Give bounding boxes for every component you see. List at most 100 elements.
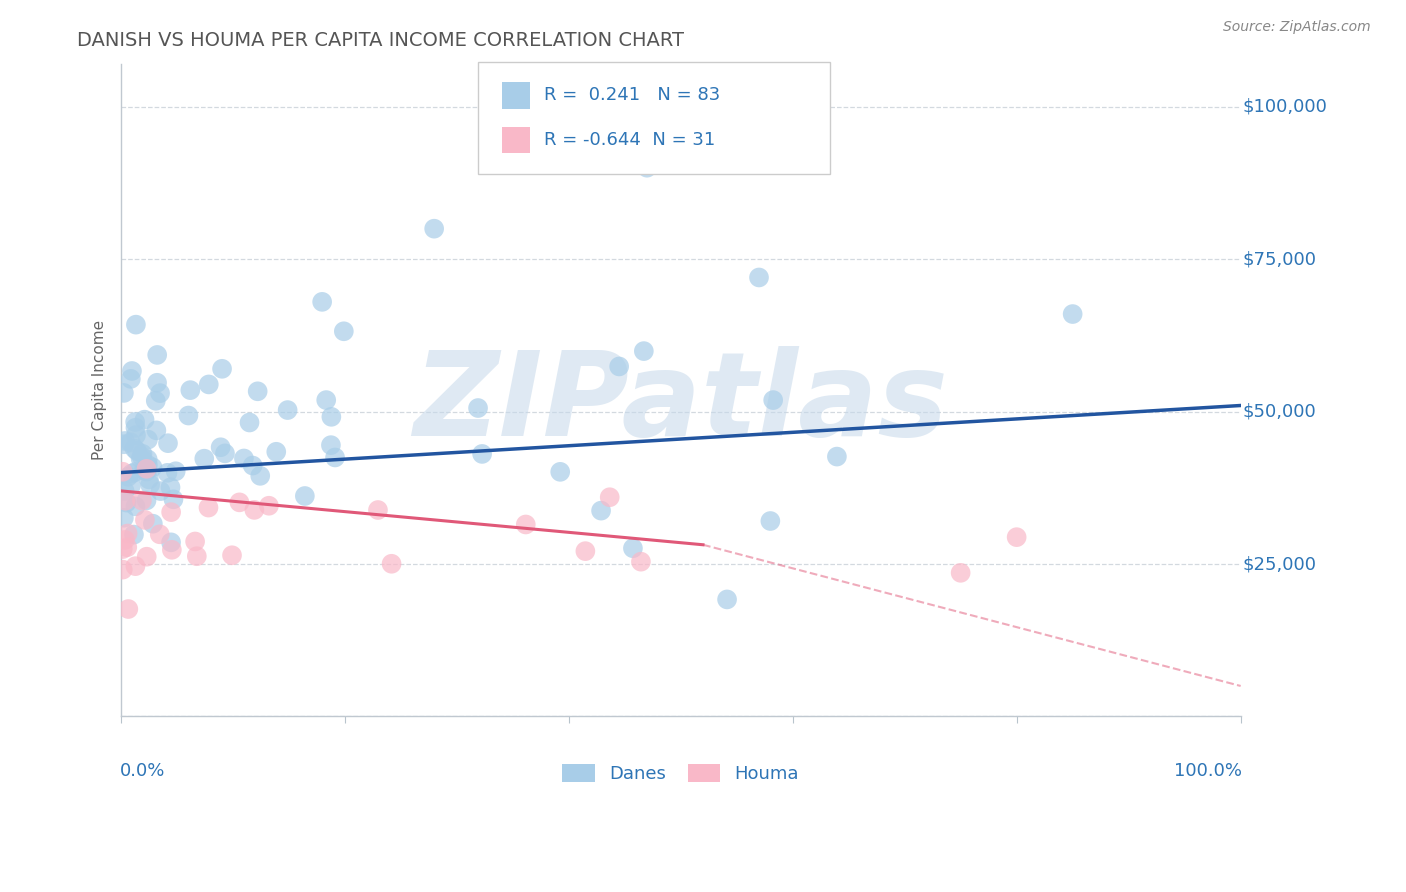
Point xyxy=(238,416,260,430)
Point xyxy=(607,359,630,374)
Point xyxy=(367,503,389,517)
Point xyxy=(112,510,135,524)
Point xyxy=(122,527,145,541)
Text: R = -0.644  N = 31: R = -0.644 N = 31 xyxy=(544,131,716,149)
Text: ZIPatlas: ZIPatlas xyxy=(413,346,948,461)
Point xyxy=(323,450,346,465)
Point xyxy=(156,436,179,450)
Point xyxy=(381,557,404,571)
Point xyxy=(145,393,167,408)
Point xyxy=(124,465,146,479)
Point xyxy=(124,415,146,429)
Point xyxy=(257,499,280,513)
Point xyxy=(136,452,159,467)
Point xyxy=(762,393,785,408)
Point xyxy=(825,450,848,464)
Point xyxy=(633,344,655,359)
Text: $25,000: $25,000 xyxy=(1243,555,1317,573)
Point xyxy=(636,161,658,175)
Point xyxy=(311,294,333,309)
Point xyxy=(423,221,446,235)
Point xyxy=(1062,307,1084,321)
Point xyxy=(249,468,271,483)
Point xyxy=(467,401,489,415)
Point xyxy=(160,542,183,557)
Point xyxy=(591,503,613,517)
Point xyxy=(228,495,250,509)
Point xyxy=(135,493,157,508)
Point xyxy=(209,440,232,454)
Point xyxy=(197,377,219,392)
Point xyxy=(574,544,596,558)
Point xyxy=(134,513,156,527)
Point xyxy=(135,462,157,476)
Point xyxy=(146,376,169,390)
Point xyxy=(160,535,183,549)
Point xyxy=(319,438,342,452)
Point xyxy=(125,428,148,442)
Point xyxy=(165,464,187,478)
Point xyxy=(149,484,172,499)
Point xyxy=(129,451,152,466)
Point xyxy=(243,503,266,517)
Point xyxy=(131,447,153,461)
Point xyxy=(315,393,337,408)
Text: $50,000: $50,000 xyxy=(1243,402,1316,421)
Point xyxy=(124,559,146,574)
Point xyxy=(138,472,160,486)
Point xyxy=(233,451,256,466)
Point xyxy=(716,592,738,607)
Point xyxy=(131,493,153,508)
Text: $75,000: $75,000 xyxy=(1243,250,1317,268)
Point xyxy=(160,505,183,519)
Point xyxy=(333,324,356,338)
Point xyxy=(120,435,142,450)
Point xyxy=(162,492,184,507)
Point xyxy=(159,480,181,494)
Point xyxy=(214,446,236,460)
Point xyxy=(548,465,571,479)
Point xyxy=(1005,530,1028,544)
Point xyxy=(111,563,134,577)
Point xyxy=(121,467,143,481)
Point xyxy=(321,409,343,424)
Point xyxy=(112,437,135,451)
Point xyxy=(132,463,155,477)
Point xyxy=(121,364,143,378)
Point xyxy=(242,458,264,473)
Point xyxy=(115,495,138,509)
Point xyxy=(149,386,172,401)
Point xyxy=(111,465,134,479)
Text: 0.0%: 0.0% xyxy=(120,762,165,780)
Point xyxy=(134,412,156,426)
Point xyxy=(211,361,233,376)
Point xyxy=(599,490,621,504)
Point xyxy=(136,458,159,472)
Point xyxy=(124,442,146,456)
Point xyxy=(294,489,316,503)
Point xyxy=(246,384,269,399)
Point xyxy=(146,348,169,362)
Point xyxy=(184,534,207,549)
Y-axis label: Per Capita Income: Per Capita Income xyxy=(93,320,107,460)
Point xyxy=(277,403,299,417)
Point xyxy=(135,465,157,479)
Point xyxy=(117,540,139,554)
Point xyxy=(124,500,146,514)
Text: $100,000: $100,000 xyxy=(1243,98,1327,116)
Point xyxy=(120,372,142,386)
Point xyxy=(471,447,494,461)
Point xyxy=(135,549,157,564)
Point xyxy=(759,514,782,528)
Point xyxy=(264,444,287,458)
Text: 100.0%: 100.0% xyxy=(1174,762,1241,780)
Point xyxy=(111,542,134,557)
Point xyxy=(114,533,136,547)
Point xyxy=(114,483,136,498)
Point xyxy=(621,541,644,556)
Point xyxy=(124,421,146,435)
Point xyxy=(136,433,159,447)
Point xyxy=(193,451,215,466)
Point xyxy=(125,444,148,458)
Point xyxy=(117,469,139,483)
